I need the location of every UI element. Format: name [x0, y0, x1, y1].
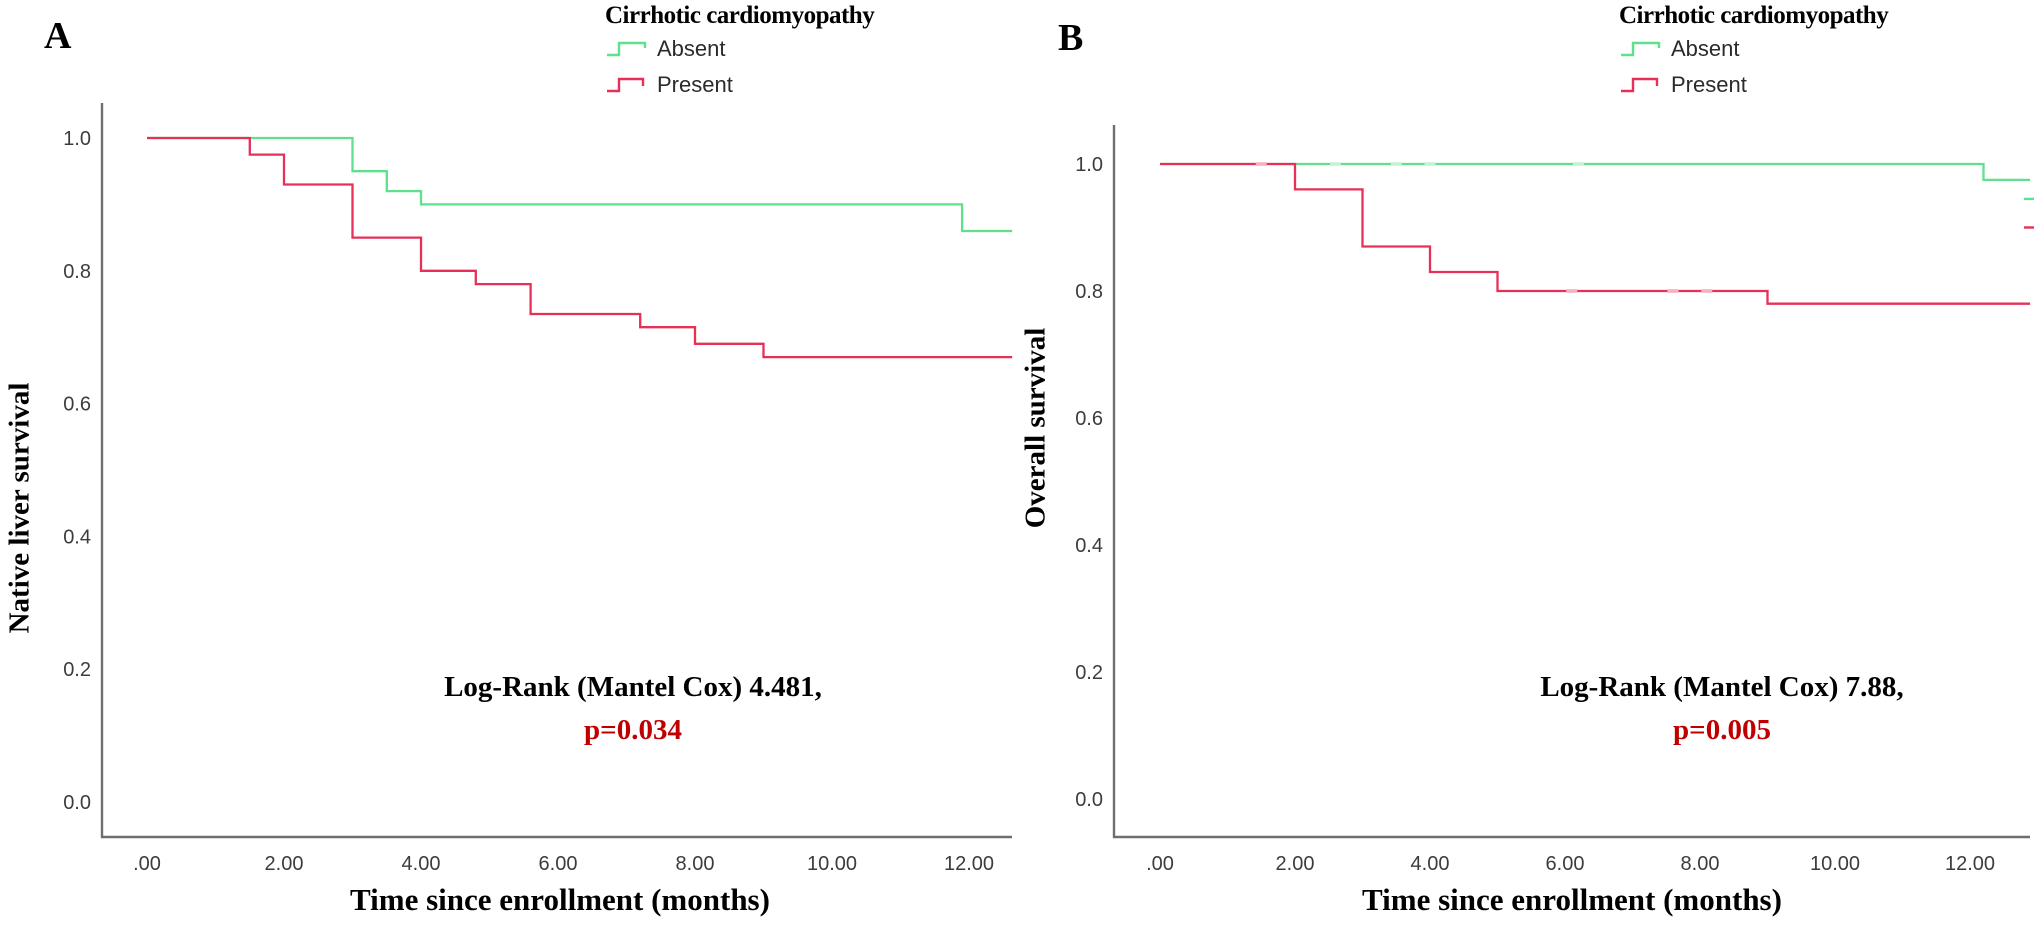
legend-item-absent: Absent: [605, 32, 874, 66]
x-tick-label: 10.00: [1810, 853, 1860, 875]
logrank-annotation-panel-a: Log-Rank (Mantel Cox) 4.481, p=0.034: [223, 666, 1043, 752]
legend-label-present: Present: [657, 72, 733, 97]
p-value: p=0.034: [584, 714, 682, 746]
axis-lines: [100, 103, 1012, 839]
legend-panel-b: Cirrhotic cardiomyopathy Absent Present: [1619, 2, 1889, 102]
x-tick-label: 2.00: [1276, 853, 1315, 875]
panel-a-label: A: [44, 15, 72, 57]
present-step-icon: [1621, 77, 1659, 93]
y-tick-label: 0.6: [1075, 408, 1103, 430]
x-tick-label: 10.00: [807, 853, 857, 875]
y-tick-label: 0.4: [63, 526, 91, 548]
legend-label-absent: Absent: [1671, 36, 1740, 61]
absent-step-icon: [607, 41, 647, 57]
x-tick-label: 8.00: [1681, 853, 1720, 875]
x-tick-label: 2.00: [265, 853, 304, 875]
x-tick-label: 12.00: [1945, 853, 1995, 875]
present-step-icon: [607, 77, 645, 93]
panel-b-label: B: [1058, 17, 1084, 59]
legend-item-present: Present: [605, 68, 874, 102]
x-tick-label: 6.00: [1546, 853, 1585, 875]
x-tick-label: .00: [133, 853, 161, 875]
x-tick-label: .00: [1146, 853, 1174, 875]
x-tick-label: 8.00: [676, 853, 715, 875]
y-axis-title-panel-b: Overall survival: [1019, 327, 1052, 529]
absent-step-icon: [1621, 41, 1661, 57]
y-tick-label: 0.0: [63, 792, 91, 814]
survival-curve-absent: [147, 136, 1013, 233]
y-tick-label: 1.0: [63, 128, 91, 150]
x-tick-label: 4.00: [1411, 853, 1450, 875]
y-tick-label: 0.2: [1075, 662, 1103, 684]
y-tick-label: 0.0: [1075, 789, 1103, 811]
survival-curve-present: [147, 136, 1013, 359]
x-tick-label: 4.00: [402, 853, 441, 875]
legend-label-present: Present: [1671, 72, 1747, 97]
x-tick-label: 12.00: [944, 853, 994, 875]
y-tick-label: 1.0: [1075, 154, 1103, 176]
x-axis-title-panel-a: Time since enrollment (months): [350, 882, 770, 917]
p-value: p=0.005: [1673, 714, 1771, 746]
y-axis-title-panel-a: Native liver survival: [3, 382, 36, 634]
legend-item-absent: Absent: [1619, 32, 1888, 66]
y-tick-label: 0.2: [63, 659, 91, 681]
y-tick-label: 0.4: [1075, 535, 1103, 557]
legend-label-absent: Absent: [657, 36, 726, 61]
x-tick-label: 6.00: [539, 853, 578, 875]
legend-title: Cirrhotic cardiomyopathy: [605, 2, 875, 29]
logrank-statistic: Log-Rank (Mantel Cox) 4.481,: [444, 671, 822, 703]
logrank-annotation-panel-b: Log-Rank (Mantel Cox) 7.88, p=0.005: [1312, 666, 2034, 752]
legend-panel-a: Cirrhotic cardiomyopathy Absent Present: [605, 2, 875, 102]
y-tick-label: 0.8: [63, 261, 91, 283]
survival-curve-absent: [1160, 162, 2031, 182]
x-axis-title-panel-b: Time since enrollment (months): [1362, 882, 1782, 917]
legend-title: Cirrhotic cardiomyopathy: [1619, 2, 1889, 29]
logrank-statistic: Log-Rank (Mantel Cox) 7.88,: [1540, 671, 1904, 703]
legend-item-present: Present: [1619, 68, 1888, 102]
survival-curve-present: [1160, 162, 2031, 305]
axis-lines: [1112, 125, 2030, 839]
y-tick-label: 0.6: [63, 394, 91, 416]
y-tick-label: 0.8: [1075, 281, 1103, 303]
